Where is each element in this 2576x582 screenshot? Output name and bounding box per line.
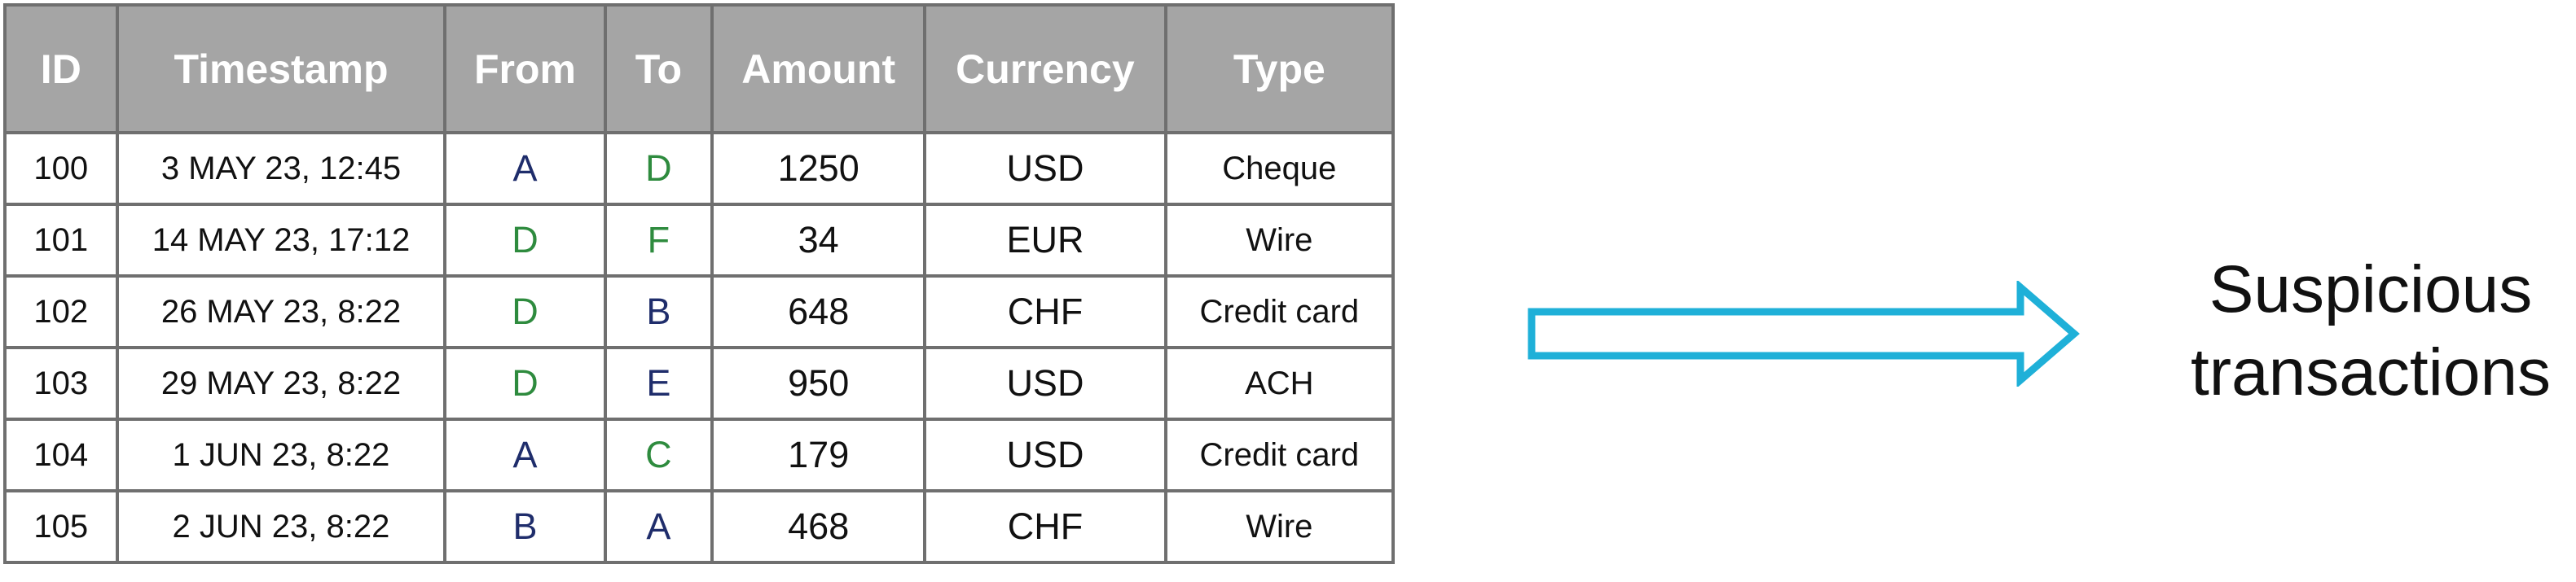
header-to: To bbox=[603, 3, 714, 134]
cell-amount: 1250 bbox=[710, 131, 927, 206]
cell-from: D bbox=[443, 203, 607, 278]
cell-to: E bbox=[603, 346, 714, 421]
cell-id: 103 bbox=[3, 346, 119, 421]
cell-id: 101 bbox=[3, 203, 119, 278]
caption-line-2: transactions bbox=[2190, 335, 2552, 409]
cell-timestamp: 14 MAY 23, 17:12 bbox=[115, 203, 447, 278]
cell-from: A bbox=[443, 418, 607, 492]
header-timestamp: Timestamp bbox=[115, 3, 447, 134]
table-header-row: ID Timestamp From To Amount Currency Typ… bbox=[3, 3, 1396, 134]
cell-to: C bbox=[603, 418, 714, 492]
cell-amount: 468 bbox=[710, 489, 927, 564]
cell-from: D bbox=[443, 274, 607, 349]
cell-to: A bbox=[603, 489, 714, 564]
cell-to: B bbox=[603, 274, 714, 349]
table-row: 104 1 JUN 23, 8:22 A C 179 USD Credit ca… bbox=[3, 418, 1396, 492]
cell-timestamp: 26 MAY 23, 8:22 bbox=[115, 274, 447, 349]
cell-type: Cheque bbox=[1163, 131, 1396, 206]
header-from: From bbox=[443, 3, 607, 134]
header-type: Type bbox=[1163, 3, 1396, 134]
table-row: 103 29 MAY 23, 8:22 D E 950 USD ACH bbox=[3, 346, 1396, 421]
cell-currency: CHF bbox=[923, 274, 1167, 349]
cell-amount: 648 bbox=[710, 274, 927, 349]
cell-currency: USD bbox=[923, 131, 1167, 206]
cell-to: D bbox=[603, 131, 714, 206]
cell-type: Credit card bbox=[1163, 274, 1396, 349]
cell-to: F bbox=[603, 203, 714, 278]
caption-line-1: Suspicious bbox=[2209, 252, 2533, 326]
cell-id: 102 bbox=[3, 274, 119, 349]
cell-amount: 950 bbox=[710, 346, 927, 421]
cell-type: Credit card bbox=[1163, 418, 1396, 492]
cell-timestamp: 29 MAY 23, 8:22 bbox=[115, 346, 447, 421]
cell-timestamp: 3 MAY 23, 12:45 bbox=[115, 131, 447, 206]
cell-timestamp: 2 JUN 23, 8:22 bbox=[115, 489, 447, 564]
cell-from: A bbox=[443, 131, 607, 206]
right-arrow-outline-icon bbox=[1523, 279, 2086, 388]
cell-currency: USD bbox=[923, 418, 1167, 492]
cell-from: B bbox=[443, 489, 607, 564]
suspicious-transactions-label: Suspicious transactions bbox=[2167, 248, 2574, 414]
cell-type: Wire bbox=[1163, 203, 1396, 278]
cell-from: D bbox=[443, 346, 607, 421]
header-amount: Amount bbox=[710, 3, 927, 134]
header-currency: Currency bbox=[923, 3, 1167, 134]
cell-type: Wire bbox=[1163, 489, 1396, 564]
header-id: ID bbox=[3, 3, 119, 134]
cell-amount: 34 bbox=[710, 203, 927, 278]
cell-id: 100 bbox=[3, 131, 119, 206]
table-row: 100 3 MAY 23, 12:45 A D 1250 USD Cheque bbox=[3, 131, 1396, 206]
cell-type: ACH bbox=[1163, 346, 1396, 421]
cell-amount: 179 bbox=[710, 418, 927, 492]
cell-id: 104 bbox=[3, 418, 119, 492]
cell-currency: USD bbox=[923, 346, 1167, 421]
table-row: 102 26 MAY 23, 8:22 D B 648 CHF Credit c… bbox=[3, 274, 1396, 349]
cell-id: 105 bbox=[3, 489, 119, 564]
transactions-table: ID Timestamp From To Amount Currency Typ… bbox=[3, 3, 1396, 564]
cell-timestamp: 1 JUN 23, 8:22 bbox=[115, 418, 447, 492]
table-row: 101 14 MAY 23, 17:12 D F 34 EUR Wire bbox=[3, 203, 1396, 278]
cell-currency: CHF bbox=[923, 489, 1167, 564]
cell-currency: EUR bbox=[923, 203, 1167, 278]
table-row: 105 2 JUN 23, 8:22 B A 468 CHF Wire bbox=[3, 489, 1396, 564]
arrow-shape bbox=[1528, 279, 2080, 388]
